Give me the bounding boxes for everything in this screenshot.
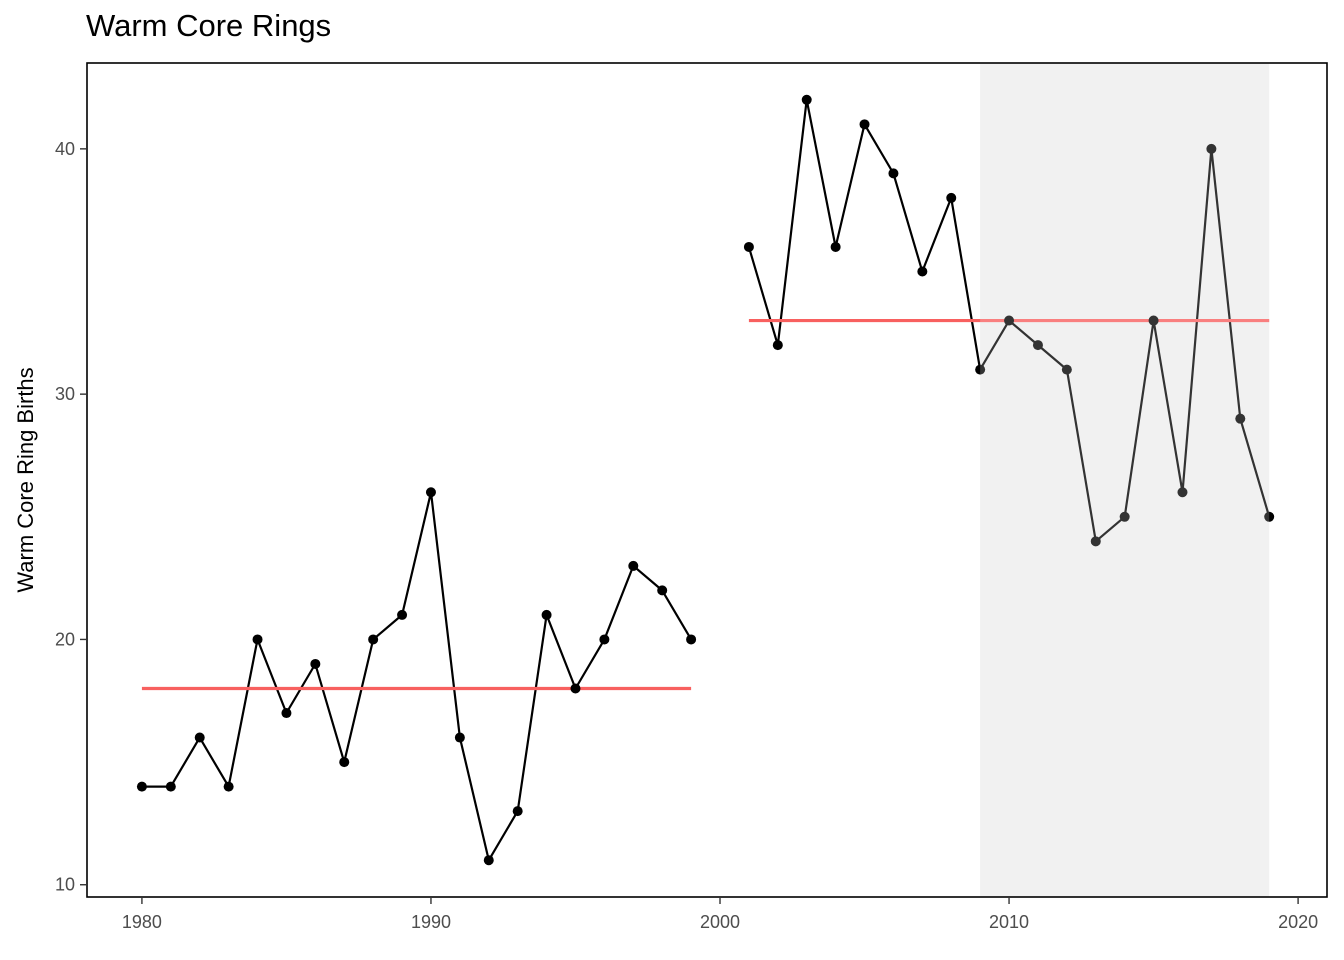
data-point-2003 [801,94,812,105]
data-point-2014 [1119,511,1130,522]
data-point-2008 [946,192,957,203]
x-tick-label-2020: 2020 [1278,912,1318,932]
x-tick-label-1990: 1990 [411,912,451,932]
data-point-1989 [397,609,408,620]
y-tick-label-20: 20 [55,629,75,649]
data-point-1995 [570,683,581,694]
data-point-1991 [454,732,465,743]
data-point-2017 [1206,143,1217,154]
data-point-1998 [657,585,668,596]
data-point-2013 [1090,536,1101,547]
data-point-1990 [425,487,436,498]
data-point-2004 [830,241,841,252]
x-tick-label-2000: 2000 [700,912,740,932]
shaded-region [980,63,1270,897]
chart-title: Warm Core Rings [86,8,332,43]
data-point-2016 [1177,487,1188,498]
data-point-2011 [1032,340,1043,351]
y-tick-label-40: 40 [55,139,75,159]
data-point-1984 [252,634,263,645]
plot-panel-border [86,62,1328,898]
data-point-1994 [541,609,552,620]
data-point-1999 [686,634,697,645]
data-point-2007 [917,266,928,277]
data-point-1986 [310,658,321,669]
x-tick-label-2010: 2010 [989,912,1029,932]
data-point-1985 [281,708,292,719]
data-point-2009 [975,364,986,375]
data-point-1996 [599,634,610,645]
data-point-2006 [888,168,899,179]
data-point-1980 [136,781,147,792]
data-point-2005 [859,119,870,130]
y-tick-label-10: 10 [55,875,75,895]
x-tick-label-1980: 1980 [122,912,162,932]
data-point-2015 [1148,315,1159,326]
data-point-1988 [368,634,379,645]
data-point-2002 [772,340,783,351]
data-point-2010 [1004,315,1015,326]
data-point-1983 [223,781,234,792]
series-line-segment-1 [141,491,693,862]
data-point-1993 [512,806,523,817]
data-point-2012 [1061,364,1072,375]
data-point-1987 [339,757,350,768]
data-point-1997 [628,560,639,571]
y-tick-label-30: 30 [55,384,75,404]
data-point-2019 [1264,511,1275,522]
data-point-1982 [194,732,205,743]
data-point-2001 [743,241,754,252]
data-point-1981 [165,781,176,792]
data-point-1992 [483,855,494,866]
shaded-region-overlay [980,63,1270,897]
data-point-2018 [1235,413,1246,424]
